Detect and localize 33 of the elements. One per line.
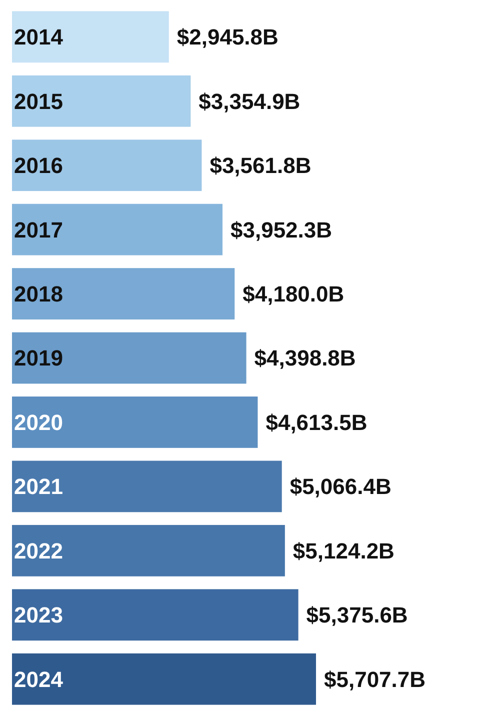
y-tick-label: 2020 xyxy=(14,410,63,435)
data-label: $4,398.8B xyxy=(254,346,356,371)
bar xyxy=(12,140,202,192)
y-tick-label: 2023 xyxy=(14,602,63,628)
bar xyxy=(12,589,298,641)
data-label: $5,124.2B xyxy=(292,538,394,564)
bar xyxy=(12,396,258,448)
bar xyxy=(12,524,285,576)
data-label: $2,945.8B xyxy=(176,24,278,50)
y-tick-label: 2024 xyxy=(14,666,64,692)
bar xyxy=(12,11,169,63)
y-tick-label: 2019 xyxy=(14,346,63,371)
y-tick-label: 2016 xyxy=(14,153,63,178)
bar xyxy=(12,204,223,256)
bar xyxy=(12,460,282,512)
data-label: $4,180.0B xyxy=(242,281,344,306)
y-tick-label: 2014 xyxy=(14,24,64,50)
bar xyxy=(12,332,246,384)
bar xyxy=(12,75,191,127)
data-label: $3,561.8B xyxy=(210,153,312,178)
data-label: $5,375.6B xyxy=(306,602,408,628)
y-tick-label: 2015 xyxy=(14,88,63,114)
y-tick-label: 2021 xyxy=(14,474,63,500)
y-tick-label: 2017 xyxy=(14,217,63,242)
y-tick-label: 2022 xyxy=(14,538,63,564)
bar xyxy=(12,268,235,320)
data-label: $3,952.3B xyxy=(230,217,332,242)
y-tick-label: 2018 xyxy=(14,281,63,306)
data-label: $3,354.9B xyxy=(198,88,300,114)
data-label: $4,613.5B xyxy=(266,410,368,435)
data-label: $5,707.7B xyxy=(324,666,426,692)
data-label: $5,066.4B xyxy=(290,474,392,500)
bar xyxy=(12,653,316,705)
